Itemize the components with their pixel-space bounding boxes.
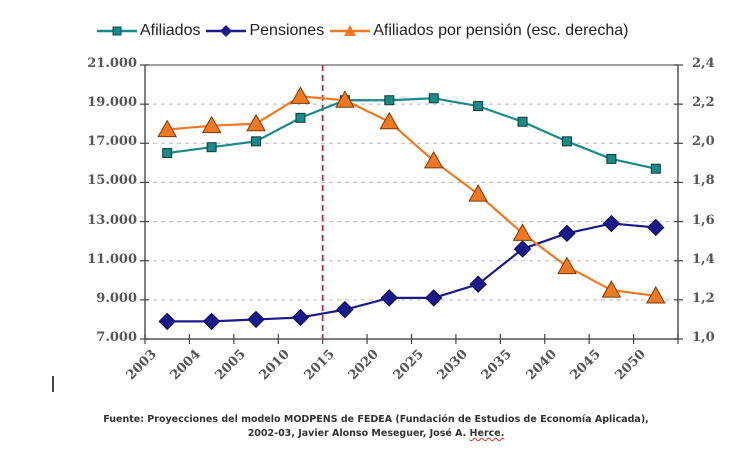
- pensiones-point: [425, 289, 443, 307]
- legend-item-afiliados-por-pension: Afiliados por pensión (esc. derecha): [330, 22, 628, 40]
- y-right-tick-label: 1,6: [692, 212, 715, 228]
- source-line-1: Fuente: Proyecciones del modelo MODPENS …: [103, 414, 649, 425]
- series-group: [157, 86, 666, 331]
- y-left-tick-label: 19.000: [87, 95, 137, 111]
- y-left-tick-label: 11.000: [87, 251, 137, 267]
- afiliados-por-pension-point: [246, 113, 266, 132]
- afiliados-por-pension-point: [645, 285, 666, 304]
- afiliados-por-pension-point: [423, 150, 444, 169]
- series-line-afiliados-por-pension: [167, 95, 656, 298]
- pensiones-point: [558, 224, 576, 243]
- square-marker-icon: [97, 26, 137, 36]
- pensiones-point: [602, 214, 621, 233]
- source-note: Fuente: Proyecciones del modelo MODPENS …: [0, 413, 752, 441]
- afiliados-point: [295, 112, 306, 123]
- text-cursor: [52, 376, 54, 392]
- legend-item-pensiones: Pensiones: [206, 22, 324, 40]
- legend-label: Afiliados: [140, 22, 201, 39]
- series-line-pensiones: [167, 222, 656, 323]
- y-left-tick-label: 13.000: [87, 212, 137, 228]
- afiliados-por-pension-point: [335, 90, 355, 108]
- pensiones-point: [513, 240, 532, 258]
- y-right-tick-label: 1,0: [692, 330, 715, 345]
- afiliados-point: [606, 153, 617, 164]
- y-left-tick-label: 7.000: [96, 330, 137, 345]
- triangle-marker-icon: [330, 25, 371, 36]
- afiliados-point: [517, 116, 528, 127]
- afiliados-point: [206, 142, 217, 153]
- pensiones-point: [158, 312, 176, 331]
- legend-label: Pensiones: [249, 22, 325, 39]
- y-right-tick-label: 2,2: [692, 95, 715, 111]
- afiliados-point: [650, 163, 661, 174]
- afiliados-point: [162, 148, 173, 159]
- diamond-marker-icon: [206, 25, 247, 37]
- afiliados-point: [251, 136, 262, 147]
- afiliados-por-pension-point: [201, 115, 222, 134]
- afiliados-por-pension-point: [290, 86, 311, 104]
- source-authors: 2002-03, Javier Alonso Meseguer, José A.: [247, 428, 470, 439]
- pensiones-point: [291, 308, 310, 327]
- y-right-tick-label: 1,8: [692, 173, 715, 189]
- legend: Afiliados Pensiones Afiliados por pensió…: [97, 22, 634, 40]
- afiliados-por-pension-point: [601, 280, 622, 298]
- source-line-2: 2002-03, Javier Alonso Meseguer, José A.…: [0, 427, 752, 441]
- afiliados-por-pension-point: [557, 256, 577, 275]
- afiliados-por-pension-point: [379, 111, 400, 130]
- afiliados-por-pension-point: [512, 223, 533, 241]
- axes: [140, 64, 683, 344]
- afiliados-point: [473, 101, 484, 112]
- y-left-tick-label: 17.000: [87, 134, 137, 150]
- y-right-tick-label: 2,0: [692, 134, 715, 150]
- pensiones-point: [647, 218, 665, 237]
- pensiones-point: [336, 300, 354, 319]
- afiliados-point: [561, 136, 572, 147]
- y-right-tick-label: 2,4: [692, 56, 715, 71]
- y-left-tick-label: 9.000: [96, 290, 137, 306]
- legend-label: Afiliados por pensión (esc. derecha): [373, 22, 629, 39]
- afiliados-por-pension-point: [468, 184, 488, 202]
- afiliados-point: [428, 93, 439, 104]
- gridlines: [145, 103, 678, 301]
- afiliados-point: [384, 95, 395, 106]
- afiliados-por-pension-point: [157, 119, 178, 138]
- pensiones-point: [469, 275, 487, 293]
- source-author-herce: Herce.: [469, 428, 505, 439]
- series-line-afiliados: [167, 97, 657, 170]
- y-right-tick-label: 1,2: [692, 290, 715, 306]
- pensiones-point: [202, 312, 221, 331]
- pensiones-point: [380, 289, 398, 307]
- legend-item-afiliados: Afiliados: [97, 22, 200, 40]
- y-left-tick-label: 15.000: [87, 173, 137, 189]
- y-left-tick-label: 21.000: [87, 56, 137, 71]
- pensiones-point: [247, 310, 265, 329]
- y-right-tick-label: 1,4: [692, 251, 715, 267]
